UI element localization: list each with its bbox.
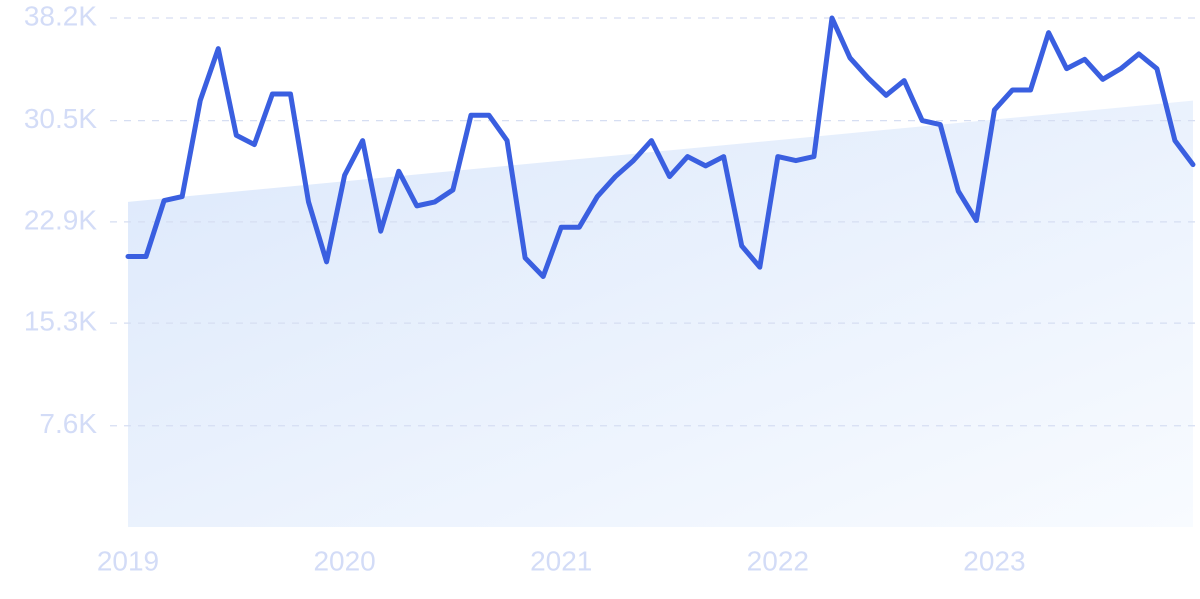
trend-area xyxy=(128,100,1193,528)
x-tick-label: 2021 xyxy=(530,545,592,576)
x-tick-label: 2020 xyxy=(313,545,375,576)
y-tick-label: 7.6K xyxy=(39,408,97,439)
y-tick-label: 38.2K xyxy=(24,0,97,31)
x-tick-label: 2022 xyxy=(747,545,809,576)
y-tick-label: 22.9K xyxy=(24,204,97,235)
y-tick-label: 30.5K xyxy=(24,103,97,134)
x-tick-label: 2023 xyxy=(963,545,1025,576)
y-tick-label: 15.3K xyxy=(24,306,97,337)
line xyxy=(125,15,1196,279)
x-tick-label: 2019 xyxy=(97,545,159,576)
